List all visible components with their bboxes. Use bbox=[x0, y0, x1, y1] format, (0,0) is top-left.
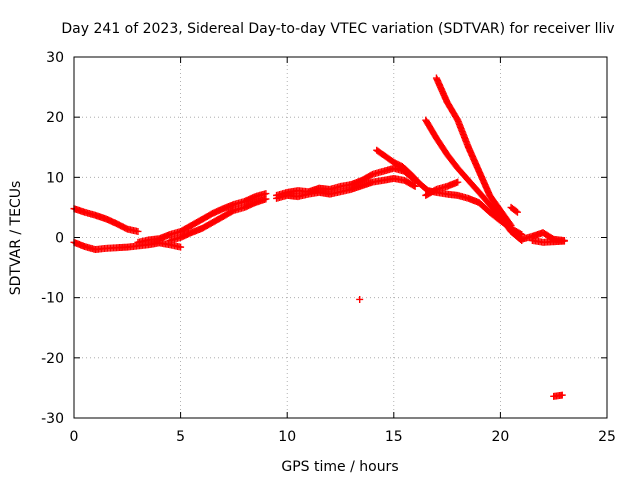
grid bbox=[73, 56, 608, 419]
data-point bbox=[411, 182, 419, 190]
data-point bbox=[262, 195, 270, 203]
x-tick-label: 15 bbox=[385, 429, 403, 445]
x-axis-label: GPS time / hours bbox=[281, 459, 398, 475]
plot-frame bbox=[73, 56, 608, 419]
x-tick-label: 5 bbox=[176, 429, 185, 445]
data-point bbox=[558, 391, 566, 399]
y-tick-label: -30 bbox=[41, 411, 64, 427]
data-points bbox=[70, 74, 568, 400]
data-point bbox=[134, 227, 142, 235]
x-tick-label: 20 bbox=[491, 429, 509, 445]
tick-labels: 0 5 10 15 20 25 -30 -20 -10 0 10 20 30 bbox=[41, 50, 616, 445]
data-point bbox=[512, 207, 520, 215]
y-tick-label: -10 bbox=[41, 291, 64, 307]
chart-title: Day 241 of 2023, Sidereal Day-to-day VTE… bbox=[61, 21, 614, 37]
x-tick-label: 10 bbox=[278, 429, 296, 445]
data-point bbox=[506, 220, 514, 228]
y-tick-label: 10 bbox=[46, 170, 64, 186]
data-point bbox=[177, 243, 185, 251]
data-point bbox=[410, 182, 418, 190]
data-point bbox=[513, 208, 521, 216]
x-tick-label: 0 bbox=[70, 429, 79, 445]
y-tick-label: 20 bbox=[46, 110, 64, 126]
data-point bbox=[454, 178, 462, 186]
y-tick-label: 0 bbox=[55, 231, 64, 247]
y-tick-label: 30 bbox=[46, 50, 64, 66]
data-point bbox=[356, 295, 364, 303]
data-point bbox=[507, 221, 515, 229]
x-tick-label: 25 bbox=[598, 429, 616, 445]
data-point bbox=[560, 237, 568, 245]
y-axis-label: SDTVAR / TECUs bbox=[8, 181, 24, 296]
y-tick-label: -20 bbox=[41, 351, 64, 367]
